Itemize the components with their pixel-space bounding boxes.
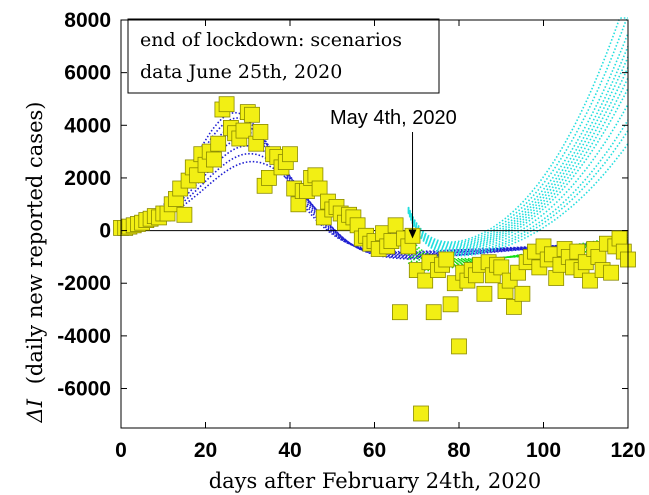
data-point (476, 285, 493, 302)
y-tick-label: -6000 (57, 378, 111, 401)
data-point (582, 272, 598, 289)
y-axis-title: ΔI (daily new reported cases) (23, 102, 47, 424)
legend-line-2: data June 25th, 2020 (140, 61, 342, 83)
y-tick-label: -4000 (57, 325, 111, 348)
data-point (603, 264, 619, 281)
annotation: May 4th, 2020 (330, 107, 457, 239)
axis-ticks (120, 19, 629, 428)
annotation-arrow-head (408, 229, 417, 239)
data-point (442, 296, 459, 313)
data-point (438, 251, 455, 268)
annotation-text: May 4th, 2020 (330, 107, 457, 129)
data-point (252, 124, 269, 140)
data-point (235, 122, 252, 139)
data-point (548, 270, 565, 286)
cyan-curve (407, 103, 629, 253)
data-point (290, 196, 307, 213)
x-tick-label: 60 (363, 439, 386, 462)
tick-labels: 0 20 40 60 80 100 120 -6000 -4000 -2000 0 2000 4000 6… (57, 9, 645, 462)
data-point (260, 169, 277, 186)
y-tick-label: 0 (99, 220, 111, 243)
data-point (505, 298, 522, 315)
data-point (307, 167, 324, 184)
x-tick-label: 80 (447, 439, 470, 462)
data-point (176, 206, 193, 223)
cyan-curve (407, 17, 629, 245)
svg-text:ΔI (daily new reported c: ΔI (daily new reported cases) (23, 102, 47, 424)
data-point (417, 272, 434, 289)
cyan-curve (407, 32, 629, 246)
x-tick-label: 0 (115, 439, 127, 462)
data-point (425, 304, 442, 321)
y-axis-symbol: ΔI (23, 398, 47, 423)
x-tick-label: 100 (526, 439, 561, 462)
x-axis-title: days after February 24th, 2020 (209, 469, 542, 493)
x-tick-label: 40 (278, 439, 301, 462)
data-point (244, 106, 260, 123)
cyan-curve (407, 77, 629, 251)
cyan-curve (407, 88, 629, 252)
data-points (113, 96, 636, 422)
data-point (514, 285, 531, 302)
data-point (210, 135, 227, 152)
data-point (282, 146, 298, 163)
cyan-curve (407, 56, 629, 248)
data-point (451, 338, 467, 355)
blue-curve (120, 117, 629, 254)
y-tick-label: 2000 (64, 167, 111, 190)
data-point (311, 180, 328, 197)
data-point (590, 248, 607, 265)
data-point (205, 151, 222, 168)
data-point (391, 304, 408, 321)
cyan-curve (407, 119, 629, 254)
y-tick-label: 8000 (64, 9, 111, 32)
data-point (387, 217, 404, 234)
data-point (493, 259, 510, 276)
green-curve (407, 234, 629, 272)
cyan-curve (407, 45, 629, 247)
cyan-curve (407, 67, 629, 249)
y-tick-label: -2000 (57, 272, 111, 295)
y-tick-label: 4000 (64, 114, 111, 137)
legend-line-1: end of lockdown: scenarios (140, 29, 402, 51)
legend-box: end of lockdown: scenarios data June 25t… (127, 18, 440, 94)
y-axis-text: (daily new reported cases) (23, 102, 47, 385)
cyan-curve (407, 17, 628, 243)
curves-cyan (407, 17, 629, 257)
cyan-curve (407, 143, 629, 257)
x-tick-label: 120 (610, 439, 645, 462)
x-tick-label: 20 (194, 439, 217, 462)
data-point (218, 96, 235, 113)
y-tick-label: 6000 (64, 62, 111, 85)
data-point (413, 405, 429, 422)
